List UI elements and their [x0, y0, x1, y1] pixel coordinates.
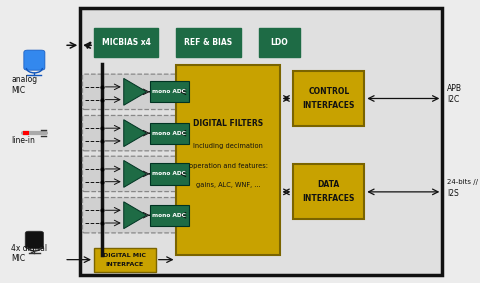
Bar: [293, 164, 364, 219]
FancyBboxPatch shape: [83, 198, 192, 233]
Polygon shape: [124, 78, 147, 105]
Polygon shape: [124, 120, 147, 147]
Text: MICBIAS x4: MICBIAS x4: [102, 38, 150, 47]
Text: LDO: LDO: [271, 38, 288, 47]
Bar: [293, 71, 364, 126]
Text: DIGITAL FILTERS: DIGITAL FILTERS: [193, 119, 263, 128]
Text: 4x digital
MIC: 4x digital MIC: [12, 244, 48, 263]
Text: 24-bits //: 24-bits //: [447, 179, 478, 185]
FancyBboxPatch shape: [24, 50, 45, 70]
Bar: [150, 205, 189, 226]
FancyBboxPatch shape: [25, 231, 44, 249]
FancyBboxPatch shape: [83, 74, 192, 110]
Text: INTERFACES: INTERFACES: [303, 101, 355, 110]
Text: CONTROL: CONTROL: [308, 87, 349, 96]
Text: line-in: line-in: [12, 136, 36, 145]
Text: mono ADC: mono ADC: [153, 131, 186, 136]
Bar: [150, 123, 189, 144]
Text: gains, ALC, WNF, ...: gains, ALC, WNF, ...: [196, 182, 260, 188]
Polygon shape: [124, 160, 147, 187]
Text: mono ADC: mono ADC: [153, 89, 186, 94]
Text: I2S: I2S: [447, 189, 458, 198]
Text: Including decimation: Including decimation: [193, 143, 263, 149]
Text: DIGITAL MIC: DIGITAL MIC: [103, 253, 146, 258]
Bar: [94, 248, 156, 272]
Bar: [94, 28, 158, 57]
Text: REF & BIAS: REF & BIAS: [184, 38, 233, 47]
Bar: [150, 163, 189, 185]
Text: mono ADC: mono ADC: [153, 213, 186, 218]
Text: analog
MIC: analog MIC: [12, 75, 37, 95]
Bar: [150, 81, 189, 102]
FancyBboxPatch shape: [83, 115, 192, 151]
Text: INTERFACE: INTERFACE: [106, 262, 144, 267]
Text: INTERFACES: INTERFACES: [303, 194, 355, 203]
Text: mono ADC: mono ADC: [153, 171, 186, 176]
Text: I2C: I2C: [447, 95, 459, 104]
Bar: [177, 28, 240, 57]
Bar: [177, 65, 279, 255]
Text: operation and features:: operation and features:: [189, 162, 267, 169]
Text: DATA: DATA: [318, 180, 340, 189]
Text: APB: APB: [447, 84, 462, 93]
Bar: [80, 8, 442, 275]
FancyBboxPatch shape: [83, 156, 192, 192]
Polygon shape: [124, 202, 147, 229]
Bar: [259, 28, 300, 57]
